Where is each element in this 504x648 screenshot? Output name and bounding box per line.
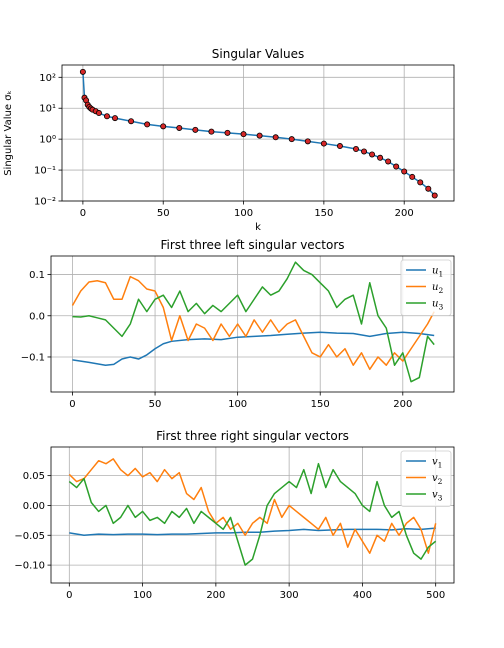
y-tick-label: −0.10 [14,561,45,572]
x-tick-label: 500 [426,590,445,601]
data-point [192,126,199,133]
chart-2: 0 50 100 150 200 −0.1 0.0 0.1 First three left s… [21,238,455,410]
data-point [95,110,102,117]
series-group [79,68,438,199]
data-point [336,143,343,150]
series-line-v₁ [69,527,436,537]
legend: v1 v2 v3 [400,450,452,507]
y-tick-label: 0.0 [29,311,45,322]
y-tick-label: 0.00 [23,501,45,512]
plot-area [61,64,455,202]
legend-label: v3 [432,490,443,503]
series-line-v₂ [68,458,437,554]
series-line-u₃ [72,261,435,383]
data-point [176,124,183,131]
data-point [240,131,247,138]
y-tick-label: 0.1 [29,270,45,281]
data-point [224,129,231,136]
legend: u1 u2 u3 [400,259,452,316]
y-tick-label: −0.1 [21,352,45,363]
x-tick-label: 200 [393,399,412,410]
y-tick-label: 10⁻¹ [34,166,56,177]
x-tick-label: 50 [157,208,170,219]
data-point [320,140,327,147]
legend-label: u1 [432,266,443,279]
data-point [128,118,135,125]
y-axis-label: Singular Value σₖ [3,90,14,176]
legend-label: u3 [432,299,443,312]
data-point [79,68,86,75]
chart-title: First three right singular vectors [156,429,349,443]
x-tick-label: 50 [149,399,162,410]
data-point [425,185,432,192]
data-point [160,123,167,130]
data-point [288,136,295,143]
data-point [417,179,424,186]
series-line-u₂ [71,275,435,371]
data-point [103,113,110,120]
x-tick-label: 100 [133,590,152,601]
data-point [361,148,368,155]
data-point [272,134,279,141]
data-point [393,163,400,170]
x-tick-label: 150 [311,399,330,410]
series-line-v₃ [68,462,437,566]
chart-title: First three left singular vectors [160,238,344,252]
x-tick-label: 0 [80,208,86,219]
data-point [352,146,359,153]
y-tick-label: 10¹ [39,104,56,115]
data-point [377,154,384,161]
data-point [431,192,438,199]
legend-box [400,450,452,507]
legend-label: v2 [432,473,443,486]
plot-area [50,255,455,393]
x-axis-label: k [255,222,261,233]
data-point [409,173,416,180]
x-tick-label: 100 [228,399,247,410]
legend-box [400,259,452,316]
y-tick-label: 10⁰ [39,135,56,146]
data-point [369,151,376,158]
chart-1: 0 50 100 150 200 10⁻² 10⁻¹ 10⁰ 10¹ 10² Singular Va… [3,47,455,233]
data-point [304,138,311,145]
data-point [208,128,215,135]
legend-label: v1 [432,457,442,470]
series-group [68,458,437,566]
x-tick-label: 0 [66,590,72,601]
x-tick-label: 200 [395,208,414,219]
x-tick-label: 150 [314,208,333,219]
data-point [112,115,119,122]
chart-title: Singular Values [212,47,304,61]
x-tick-label: 300 [280,590,299,601]
data-point [144,121,151,128]
series-group [71,261,435,383]
chart-3: 0 100 200 300 400 500 −0.10 −0.05 0.00 0.05 First … [14,429,455,601]
y-tick-label: 10⁻² [34,197,56,208]
data-point [256,132,263,139]
y-tick-label: 0.05 [23,471,45,482]
plot-area [50,446,455,584]
x-tick-label: 200 [206,590,225,601]
x-tick-label: 0 [69,399,75,410]
data-point [385,158,392,165]
legend-label: u2 [432,282,443,295]
y-tick-label: 10² [39,73,56,84]
x-tick-label: 400 [353,590,372,601]
x-tick-label: 100 [234,208,253,219]
data-point [401,168,408,175]
series-line-u₁ [72,331,435,366]
y-tick-label: −0.05 [14,531,45,542]
